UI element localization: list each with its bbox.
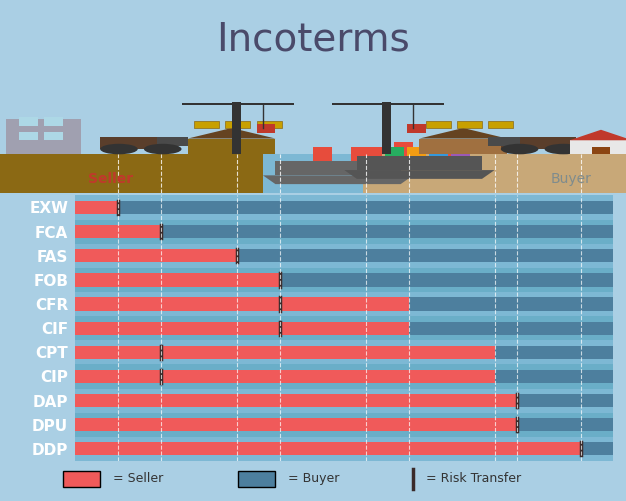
Circle shape [100,144,138,154]
Bar [232,102,241,154]
Bar [75,322,409,335]
Bar [75,340,613,364]
Circle shape [501,144,538,154]
Bar [194,121,219,128]
Bar [182,103,294,105]
Text: Buyer: Buyer [551,172,592,186]
Text: = Buyer: = Buyer [288,472,339,485]
Bar [516,418,613,431]
Bar [592,147,610,154]
Bar [75,249,237,263]
Bar [75,442,581,455]
Bar [419,139,507,154]
Text: Seller: Seller [88,172,133,186]
Bar [407,125,426,133]
Bar [363,147,382,156]
Bar [100,137,175,149]
Bar [75,364,613,388]
FancyBboxPatch shape [238,471,275,487]
Bar [75,292,613,316]
Circle shape [144,144,182,154]
Bar [75,388,613,413]
Bar [394,142,413,156]
Polygon shape [188,128,275,139]
Bar [457,121,482,128]
Bar [581,442,613,455]
Bar [426,121,451,128]
Bar [332,103,444,105]
Bar [488,121,513,128]
Bar [75,346,495,359]
Bar [75,394,516,407]
Bar [488,137,520,146]
Text: = Risk Transfer: = Risk Transfer [426,472,521,485]
Bar [19,132,38,140]
Bar [6,119,81,154]
Bar [75,225,162,238]
Bar [75,201,118,214]
Bar [75,316,613,340]
Bar [570,140,626,154]
Bar [382,102,391,154]
Bar [0,154,263,193]
Bar [44,132,63,140]
Bar [75,273,280,287]
Bar [75,370,495,383]
Bar [257,125,275,133]
Bar [19,118,38,126]
Text: Incoterms: Incoterms [216,20,410,58]
Bar [357,156,482,170]
Polygon shape [419,128,507,139]
Bar [429,147,448,156]
Bar [263,154,363,193]
Polygon shape [263,175,413,184]
Bar [162,225,613,238]
Bar [75,219,613,243]
Bar [451,147,470,156]
Bar [75,298,409,311]
Bar [409,322,613,335]
Bar [495,370,613,383]
Bar [257,121,282,128]
Bar [432,142,451,156]
Bar [351,147,369,161]
FancyBboxPatch shape [63,471,100,487]
Bar [363,154,626,193]
Text: = Seller: = Seller [113,472,163,485]
Bar [75,437,613,461]
Bar [75,413,613,437]
Bar [409,298,613,311]
Bar [75,418,516,431]
Bar [280,273,613,287]
Polygon shape [570,130,626,140]
Bar [407,147,426,156]
Bar [188,139,275,154]
Bar [75,243,613,268]
Bar [44,118,63,126]
Bar [225,121,250,128]
Bar [275,161,401,175]
Bar [75,268,613,292]
Bar [237,249,613,263]
Bar [75,195,613,219]
Bar [385,147,404,156]
Bar [156,137,188,146]
Polygon shape [344,170,495,179]
Circle shape [545,144,582,154]
Bar [501,137,576,149]
Bar [516,394,613,407]
Bar [118,201,613,214]
Bar [495,346,613,359]
Bar [313,147,332,161]
